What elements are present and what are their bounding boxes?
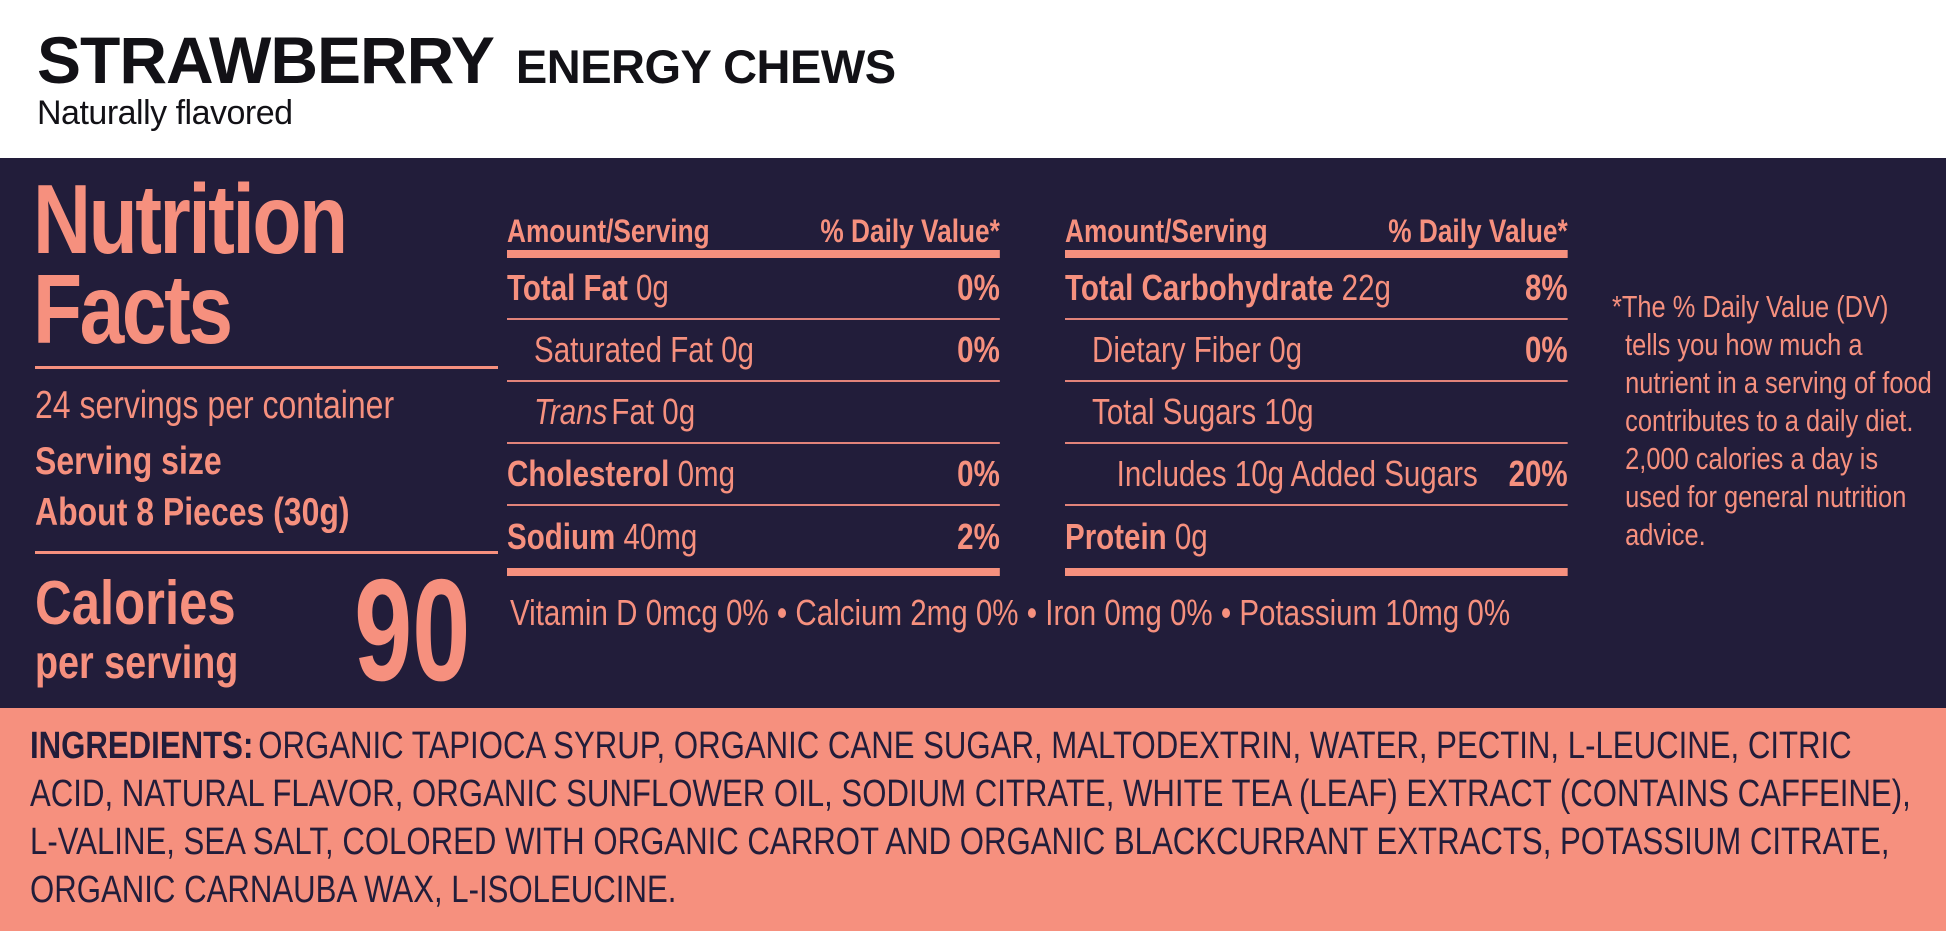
thick-divider bbox=[1065, 568, 1568, 576]
daily-value-footnote: *The % Daily Value (DV) tells you how mu… bbox=[1612, 289, 1932, 552]
flavor-subtitle: Naturally flavored bbox=[37, 94, 293, 132]
calories-label: Calories bbox=[35, 569, 236, 638]
column-header: Amount/Serving % Daily Value* bbox=[1065, 213, 1568, 250]
serving-size-value: About 8 Pieces (30g) bbox=[35, 491, 350, 534]
ingredients-panel: INGREDIENTS: ORGANIC TAPIOCA SYRUP, ORGAN… bbox=[0, 708, 1946, 931]
amount-serving-header: Amount/Serving bbox=[507, 213, 710, 249]
daily-value: 2% bbox=[957, 516, 1000, 557]
nutrient-row-sodium: Sodium 40mg 2% bbox=[507, 516, 1000, 557]
daily-value-header: % Daily Value* bbox=[820, 213, 1000, 249]
daily-value: 0% bbox=[957, 453, 1000, 494]
daily-value-header: % Daily Value* bbox=[1388, 213, 1568, 249]
column-header: Amount/Serving % Daily Value* bbox=[507, 213, 1000, 250]
thick-divider bbox=[507, 250, 1000, 258]
divider-rule bbox=[35, 551, 498, 554]
daily-value: 0% bbox=[957, 329, 1000, 370]
nutrition-facts-panel: Nutrition Facts 24 servings per containe… bbox=[0, 158, 1946, 708]
daily-value: 8% bbox=[1524, 267, 1568, 308]
nutrition-facts-title: Nutrition Facts bbox=[33, 164, 348, 364]
product-title: STRAWBERRY ENERGY CHEWS bbox=[37, 22, 896, 98]
nutrient-column-left: Amount/Serving % Daily Value* Total Fat 0… bbox=[507, 213, 1000, 576]
divider-rule bbox=[35, 366, 498, 369]
micronutrients-line: Vitamin D 0mcg 0% • Calcium 2mg 0% • Iro… bbox=[510, 592, 1511, 633]
nutrient-row-added-sugars: Includes 10g Added Sugars 20% bbox=[1065, 444, 1568, 506]
nutrient-row-total-carbohydrate: Total Carbohydrate 22g 8% bbox=[1065, 258, 1568, 320]
nutrient-row-saturated-fat: Saturated Fat 0g 0% bbox=[507, 320, 1000, 382]
daily-value: 20% bbox=[1508, 453, 1568, 494]
nutrient-row-trans-fat: Trans Fat 0g bbox=[507, 382, 1000, 444]
nutrition-facts-title-line2: Facts bbox=[33, 254, 233, 364]
thick-divider bbox=[507, 568, 1000, 576]
servings-per-container: 24 servings per container bbox=[35, 384, 395, 427]
thick-divider bbox=[1065, 250, 1568, 258]
nutrient-row-protein: Protein 0g bbox=[1065, 516, 1208, 557]
ingredients-list: ORGANIC TAPIOCA SYRUP, ORGANIC CANE SUGA… bbox=[30, 725, 1911, 911]
ingredients-paragraph: INGREDIENTS: ORGANIC TAPIOCA SYRUP, ORGAN… bbox=[30, 722, 1924, 914]
daily-value: 0% bbox=[1524, 329, 1568, 370]
daily-value: 0% bbox=[957, 267, 1000, 308]
calories-sublabel: per serving bbox=[35, 636, 239, 688]
product-header: STRAWBERRY ENERGY CHEWS Naturally flavor… bbox=[0, 0, 1946, 158]
nutrient-row-total-fat: Total Fat 0g 0% bbox=[507, 258, 1000, 320]
nutrient-row-cholesterol: Cholesterol 0mg 0% bbox=[507, 444, 1000, 506]
nutrient-row-dietary-fiber: Dietary Fiber 0g 0% bbox=[1065, 320, 1568, 382]
amount-serving-header: Amount/Serving bbox=[1065, 213, 1268, 249]
nutrition-facts-title-line1: Nutrition bbox=[33, 164, 348, 274]
flavor-name: STRAWBERRY bbox=[37, 23, 495, 97]
product-kind: ENERGY CHEWS bbox=[515, 40, 896, 93]
nutrient-row-total-sugars: Total Sugars 10g bbox=[1065, 382, 1568, 444]
ingredients-label: INGREDIENTS: bbox=[30, 725, 254, 767]
serving-size-label: Serving size bbox=[35, 440, 222, 483]
nutrient-column-right: Amount/Serving % Daily Value* Total Carb… bbox=[1065, 213, 1568, 576]
calories-value: 90 bbox=[353, 549, 470, 711]
